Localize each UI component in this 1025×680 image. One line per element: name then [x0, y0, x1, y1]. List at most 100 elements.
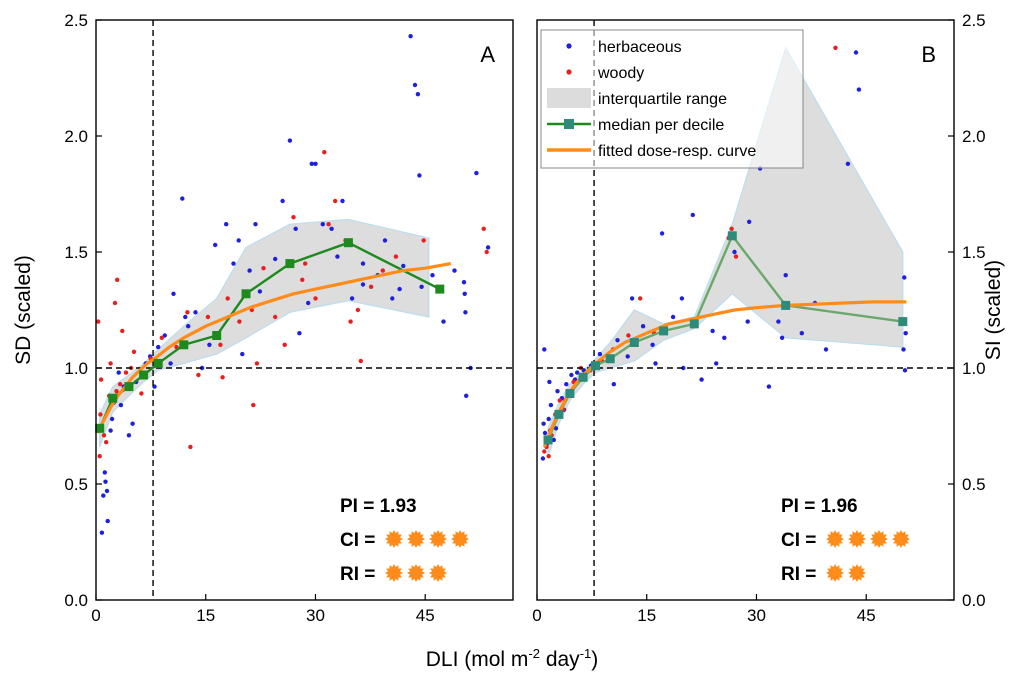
- woody-point: [218, 342, 223, 347]
- woody-point: [205, 314, 211, 320]
- ci-star-icon: [826, 530, 844, 548]
- x-tick-label: 15: [637, 606, 656, 625]
- herbaceous-point: [659, 231, 665, 236]
- ri-star-icon: [407, 564, 425, 582]
- herbaceous-point: [625, 354, 630, 359]
- median-marker: [343, 238, 353, 248]
- herbaceous-point: [461, 280, 467, 285]
- herbaceous-point: [240, 351, 245, 357]
- woody-point: [368, 284, 374, 289]
- herbaceous-point: [766, 384, 772, 389]
- herbaceous-point: [412, 82, 418, 88]
- y-axis-label: SD (scaled): [12, 255, 35, 365]
- median-marker: [543, 435, 553, 445]
- ci-star-icon: [892, 530, 910, 548]
- pi-annotation: PI = 1.93: [340, 496, 417, 517]
- woody-point: [638, 296, 643, 301]
- y-axis-label: SI (scaled): [982, 260, 1005, 360]
- herbaceous-point: [441, 319, 446, 324]
- herbaceous-point: [542, 430, 548, 436]
- median-marker: [689, 319, 699, 329]
- y-tick-label: 0.5: [64, 475, 88, 494]
- herbaceous-point: [551, 437, 556, 443]
- herbaceous-point: [360, 282, 366, 287]
- herbaceous-point: [109, 416, 115, 422]
- woody-point: [291, 215, 296, 220]
- herbaceous-point: [611, 382, 616, 387]
- herbaceous-point: [553, 426, 559, 431]
- herbaceous-point: [287, 138, 293, 143]
- herbaceous-point: [130, 421, 135, 426]
- woody-point: [421, 238, 426, 243]
- x-tick-label: 30: [306, 606, 325, 625]
- woody-point: [123, 370, 129, 375]
- y-tick-label: 1.5: [962, 243, 986, 262]
- median-marker: [139, 370, 149, 380]
- ci-star-icon: [848, 530, 866, 548]
- median-marker: [108, 393, 118, 403]
- herbaceous-point: [901, 347, 906, 352]
- woody-point: [254, 361, 260, 366]
- ri-star-icon: [848, 564, 866, 582]
- woody-point: [484, 249, 489, 255]
- woody-point: [313, 296, 318, 301]
- x-tick-label: 45: [857, 606, 876, 625]
- herbaceous-point: [783, 273, 788, 278]
- herbaceous-point: [548, 402, 554, 408]
- woody-point: [139, 391, 144, 396]
- median-marker: [153, 358, 163, 368]
- herbaceous-point: [207, 342, 212, 347]
- herbaceous-point: [679, 296, 685, 301]
- ci-annotation: CI =: [781, 530, 816, 551]
- herbaceous-point: [329, 226, 334, 231]
- woody-point: [120, 328, 125, 334]
- legend-label: fitted dose-resp. curve: [598, 143, 756, 160]
- woody-point: [546, 454, 551, 459]
- woody-point: [393, 254, 399, 259]
- median-marker: [554, 409, 564, 419]
- chart-legend: herbaceous woody interquartile range median…: [540, 29, 804, 169]
- herbaceous-point: [156, 344, 161, 350]
- herbaceous-point: [462, 291, 467, 296]
- herbaceous-point: [253, 222, 258, 227]
- herbaceous-point: [382, 238, 388, 243]
- median-marker: [435, 284, 445, 294]
- herbaceous-point: [547, 379, 552, 385]
- woody-point: [185, 310, 190, 315]
- woody-point: [196, 372, 201, 378]
- herbaceous-point: [126, 433, 132, 438]
- herbaceous-point: [714, 361, 719, 366]
- herbaceous-point: [401, 263, 406, 269]
- fitted-curve: [96, 262, 452, 434]
- herbaceous-point: [799, 331, 804, 336]
- herbaceous-point: [309, 161, 314, 166]
- x-axis-label: DLI (mol m-2 day-1): [426, 646, 599, 671]
- woody-point: [159, 335, 164, 340]
- woody-point: [104, 440, 109, 445]
- woody-point: [108, 361, 113, 366]
- herbaceous-point: [213, 242, 218, 248]
- herbaceous-point: [273, 256, 278, 262]
- herbaceous-point: [640, 324, 646, 329]
- y-tick-label: 2.5: [962, 11, 986, 30]
- plot-frame: [95, 19, 514, 601]
- legend-label: interquartile range: [598, 91, 727, 108]
- herbaceous-point: [180, 196, 185, 201]
- herbaceous-point: [349, 296, 355, 301]
- herbaceous-point: [231, 261, 236, 266]
- herbaceous-point: [540, 456, 546, 461]
- panel-b: 0 15 30 45 0.0 0.5 1.0 1.5 2.0 2.5 SI (scaled) B PI …: [532, 11, 1005, 625]
- herbaceous-point: [320, 222, 325, 227]
- panel-letter: A: [480, 42, 495, 67]
- woody-point: [833, 45, 838, 50]
- x-tick-label: 15: [196, 606, 215, 625]
- woody-point: [98, 412, 103, 417]
- ci-star-icon: [451, 530, 469, 548]
- y-tick-label: 0.5: [962, 475, 986, 494]
- woody-point: [273, 314, 278, 320]
- herbaceous-point: [474, 170, 479, 176]
- ri-star-icon: [826, 564, 844, 582]
- herbaceous-point: [408, 34, 413, 39]
- woody-point: [115, 277, 120, 282]
- woody-point: [348, 319, 353, 324]
